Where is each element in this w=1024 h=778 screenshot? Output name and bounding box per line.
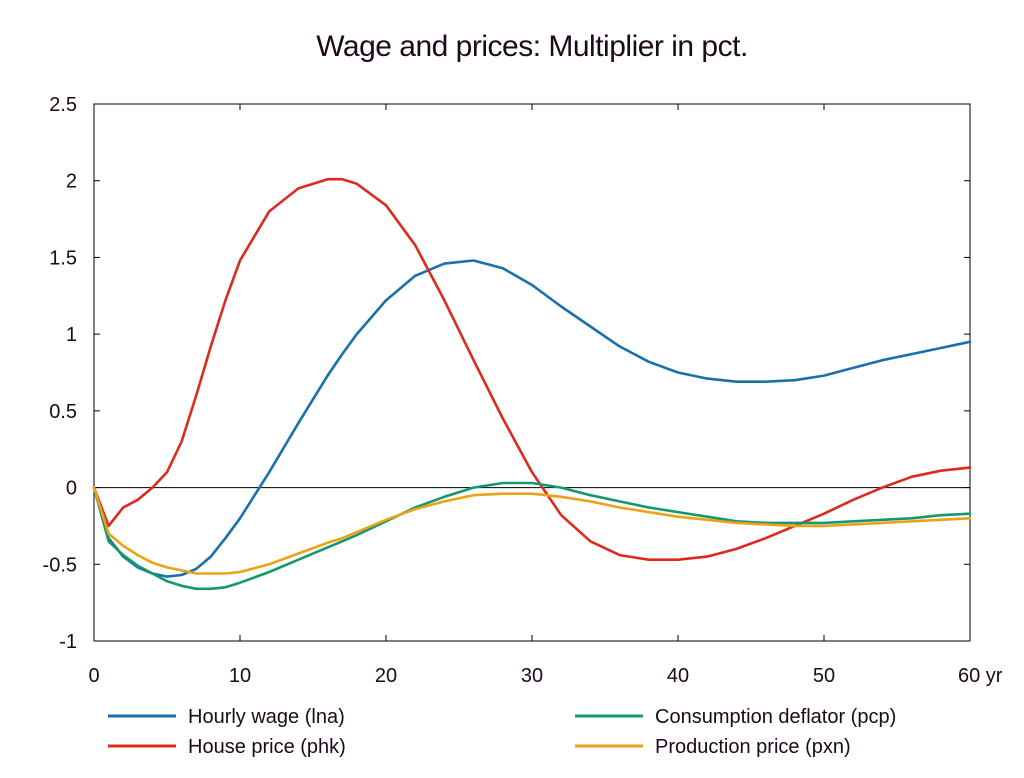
x-tick-label: 10 (229, 665, 251, 687)
series-line-1 (92, 259, 972, 578)
x-tick-label: 50 (813, 665, 835, 687)
series-line-2 (92, 177, 972, 562)
series-line-3 (92, 481, 972, 591)
y-tick-label: -1 (59, 631, 77, 653)
x-tick-label: 0 (88, 665, 99, 687)
x-tick-label: 40 (667, 665, 689, 687)
series-line-4 (92, 486, 972, 575)
series-layer (92, 177, 972, 591)
y-tick-label: 0.5 (49, 401, 77, 423)
legend-label-2: House price (phk) (188, 736, 346, 758)
y-tick-label: 1 (66, 324, 77, 346)
legend: Hourly wage (lna) House price (phk) Consum… (108, 706, 896, 758)
y-tick-label: 2.5 (49, 94, 77, 116)
x-tick-label: 60 yr (958, 665, 1003, 687)
legend-label-1: Hourly wage (lna) (188, 706, 345, 728)
axes: -1 -0.5 0 0.5 1 1.5 2 2.5 0 10 20 30 40 50 60 yr (43, 94, 1003, 687)
x-tick-label: 30 (521, 665, 543, 687)
y-tick-label: 0 (66, 478, 77, 500)
y-tick-label: -0.5 (43, 554, 77, 576)
y-tick-label: 1.5 (49, 247, 77, 269)
legend-label-4: Production price (pxn) (655, 736, 851, 758)
chart-title: Wage and prices: Multiplier in pct. (316, 30, 748, 63)
y-tick-label: 2 (66, 171, 77, 193)
x-tick-label: 20 (375, 665, 397, 687)
legend-label-3: Consumption deflator (pcp) (655, 706, 896, 728)
